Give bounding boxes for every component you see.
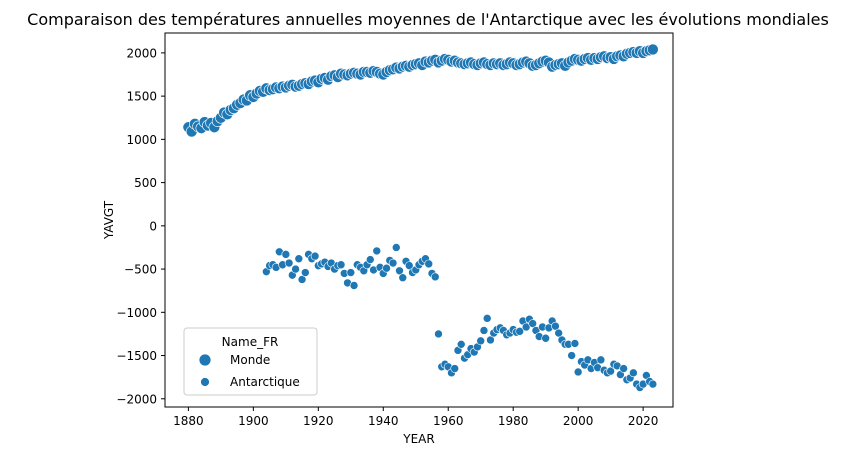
y-tick-label: 1000 — [126, 133, 157, 147]
y-tick-label: −1000 — [116, 306, 157, 320]
data-point-antarctique — [528, 319, 537, 328]
data-point-antarctique — [434, 329, 443, 339]
data-point-antarctique — [619, 364, 628, 373]
legend-box — [183, 327, 318, 396]
data-point-antarctique — [281, 250, 291, 259]
x-tick-label: 1980 — [498, 414, 529, 428]
x-axis: 1880 1900 1920 1940 1960 1980 2000 2020 — [173, 407, 658, 428]
y-tick-label: −1500 — [116, 349, 157, 363]
data-point-antarctique — [398, 273, 408, 283]
data-point-antarctique — [301, 268, 310, 277]
y-axis: −2000 −1500 −1000 −500 0 500 1000 1500 2000 — [116, 46, 165, 406]
data-point-antarctique — [349, 281, 359, 290]
data-point-antarctique — [567, 351, 576, 360]
chart-title: Comparaison des températures annuelles m… — [27, 10, 829, 29]
x-tick-label: 1900 — [238, 414, 269, 428]
data-point-antarctique — [479, 326, 489, 335]
data-point-antarctique — [486, 335, 495, 345]
data-point-antarctique — [310, 251, 320, 261]
data-point-antarctique — [570, 339, 580, 348]
data-point-antarctique — [297, 275, 307, 284]
legend-marker-monde — [198, 353, 212, 367]
data-point-antarctique — [372, 246, 382, 256]
x-tick-label: 2020 — [628, 414, 659, 428]
legend-title: Name_FR — [222, 335, 279, 349]
y-tick-label: 2000 — [126, 46, 157, 60]
y-tick-label: −500 — [124, 263, 157, 277]
data-point-antarctique — [284, 258, 294, 268]
y-tick-label: 1500 — [126, 90, 157, 104]
data-point-antarctique — [336, 260, 346, 270]
legend-label-monde: Monde — [230, 353, 270, 367]
data-points — [182, 43, 659, 392]
series-monde — [182, 43, 659, 138]
data-point-antarctique — [382, 263, 391, 273]
data-point-antarctique — [430, 272, 440, 282]
data-point-monde — [647, 43, 659, 56]
data-point-antarctique — [596, 355, 606, 365]
x-axis-label: YEAR — [402, 432, 434, 446]
series-antarctique — [262, 243, 658, 392]
data-point-antarctique — [395, 266, 404, 276]
data-point-antarctique — [391, 243, 401, 252]
plot-frame — [164, 32, 674, 408]
data-point-antarctique — [346, 268, 356, 277]
data-point-antarctique — [404, 261, 414, 270]
data-point-antarctique — [388, 258, 398, 268]
data-point-antarctique — [365, 255, 375, 264]
data-point-antarctique — [482, 314, 492, 323]
y-tick-label: −2000 — [116, 392, 157, 406]
data-point-antarctique — [551, 321, 560, 331]
legend: Name_FR Monde Antarctique — [183, 327, 318, 396]
legend-marker-antarctique — [200, 377, 210, 387]
data-point-antarctique — [648, 379, 658, 389]
data-point-antarctique — [450, 364, 460, 373]
data-point-antarctique — [573, 367, 583, 377]
data-point-antarctique — [515, 327, 524, 336]
y-tick-label: 0 — [149, 219, 157, 233]
data-point-antarctique — [476, 336, 486, 346]
x-tick-label: 1940 — [368, 414, 399, 428]
data-point-antarctique — [424, 259, 434, 269]
x-tick-label: 1880 — [173, 414, 204, 428]
data-point-antarctique — [294, 254, 304, 263]
data-point-antarctique — [606, 366, 615, 376]
data-point-antarctique — [629, 368, 638, 378]
x-tick-label: 1960 — [433, 414, 464, 428]
data-point-antarctique — [291, 264, 300, 274]
x-tick-label: 1920 — [303, 414, 334, 428]
data-point-antarctique — [456, 340, 466, 349]
legend-label-antarctique: Antarctique — [230, 375, 300, 389]
data-point-antarctique — [541, 333, 550, 343]
y-axis-label: YAVGT — [102, 200, 116, 240]
y-tick-label: 500 — [134, 176, 157, 190]
data-point-antarctique — [554, 328, 563, 338]
x-tick-label: 2000 — [563, 414, 594, 428]
